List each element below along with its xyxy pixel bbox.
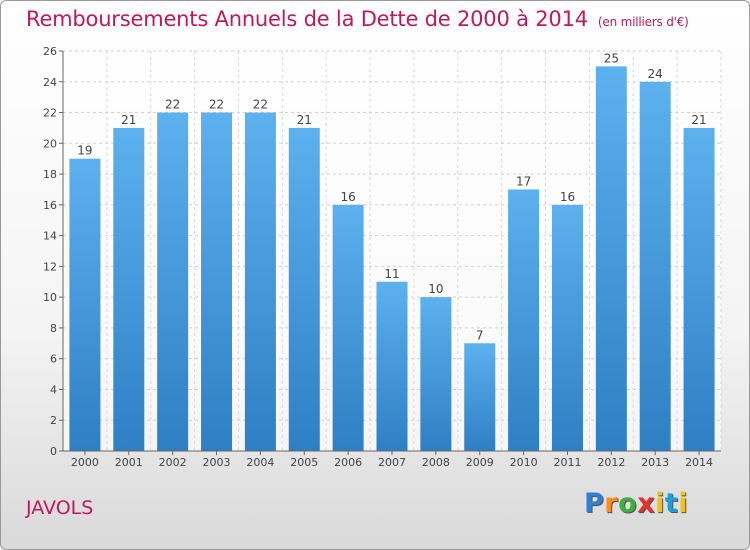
y-tick-label: 20 [43, 137, 57, 150]
x-tick-label: 2004 [246, 456, 274, 469]
bar [551, 204, 583, 451]
bar [332, 204, 364, 451]
bar-value-label: 21 [121, 113, 136, 127]
bar-value-label: 21 [297, 113, 312, 127]
y-tick-label: 8 [50, 322, 57, 335]
y-tick-label: 24 [43, 76, 57, 89]
bar [376, 281, 408, 451]
x-tick-label: 2010 [510, 456, 538, 469]
y-tick-label: 0 [50, 445, 57, 458]
logo-letter: P [584, 488, 605, 519]
y-tick-label: 2 [50, 414, 57, 427]
chart-title: Remboursements Annuels de la Dette de 20… [26, 7, 689, 31]
bar-value-label: 24 [648, 67, 663, 81]
bar [113, 127, 145, 451]
x-tick-label: 2002 [159, 456, 187, 469]
bar-value-label: 25 [604, 51, 619, 65]
y-tick-label: 14 [43, 230, 57, 243]
x-tick-label: 2003 [203, 456, 231, 469]
y-tick-label: 4 [50, 383, 57, 396]
x-tick-label: 2007 [378, 456, 406, 469]
bar-value-label: 19 [77, 144, 92, 158]
bar [595, 66, 627, 451]
logo-letter: i [655, 488, 665, 519]
x-tick-label: 2008 [422, 456, 450, 469]
x-tick-label: 2000 [71, 456, 99, 469]
x-tick-label: 2001 [115, 456, 143, 469]
y-tick-label: 16 [43, 199, 57, 212]
x-tick-label: 2009 [466, 456, 494, 469]
x-tick-label: 2005 [290, 456, 318, 469]
x-tick-label: 2012 [597, 456, 625, 469]
proxiti-logo[interactable]: Proxiti [584, 488, 688, 519]
bar-value-label: 22 [209, 98, 224, 112]
bar-value-label: 22 [253, 98, 268, 112]
bar [69, 158, 101, 451]
bar [157, 112, 189, 452]
logo-letter: o [618, 488, 638, 519]
bar-value-label: 7 [476, 328, 484, 342]
chart-unit-label: (en milliers d'€) [597, 15, 689, 29]
logo-letter: t [664, 488, 679, 519]
x-tick-label: 2006 [334, 456, 362, 469]
x-tick-label: 2014 [685, 456, 713, 469]
y-tick-label: 6 [50, 353, 57, 366]
logo-letter: i [678, 488, 689, 519]
y-tick-label: 18 [43, 168, 57, 181]
logo-letter: r [604, 488, 619, 519]
x-tick-label: 2013 [641, 456, 669, 469]
bar [288, 127, 320, 451]
chart-title-text: Remboursements Annuels de la Dette de 20… [26, 7, 588, 31]
y-tick-label: 10 [43, 291, 57, 304]
bar-value-label: 16 [340, 190, 355, 204]
bar-layer: 19 21 22 22 22 21 16 11 10 7 17 16 25 24 21 [69, 51, 715, 452]
y-tick-label: 26 [43, 45, 57, 58]
bar-value-label: 11 [384, 267, 399, 281]
commune-name: JAVOLS [26, 497, 94, 519]
bar [201, 112, 233, 452]
bar [639, 81, 671, 452]
bar-value-label: 10 [428, 282, 443, 296]
bar [508, 189, 540, 451]
bar [244, 112, 276, 452]
bar-value-label: 22 [165, 98, 180, 112]
y-tick-label: 22 [43, 107, 57, 120]
bar [683, 127, 715, 451]
bar-value-label: 16 [560, 190, 575, 204]
logo-letter: x [637, 488, 656, 519]
bar-value-label: 17 [516, 174, 531, 188]
x-tick-label: 2011 [553, 456, 581, 469]
bar [464, 343, 496, 451]
y-tick-label: 12 [43, 260, 57, 273]
bar [420, 297, 452, 451]
bar-value-label: 21 [691, 113, 706, 127]
